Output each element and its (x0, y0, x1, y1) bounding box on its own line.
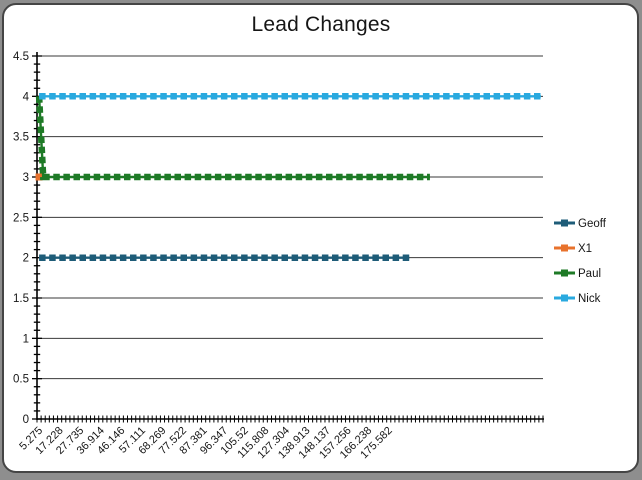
legend-label: X1 (578, 243, 592, 255)
y-tick-label: 4 (23, 91, 30, 103)
legend-label: Nick (578, 293, 601, 305)
series-dashes-paul (35, 96, 430, 181)
y-tick-label: 2 (23, 253, 29, 265)
legend-item-geoff: Geoff (554, 218, 607, 230)
y-tick-label: 3.5 (13, 132, 29, 144)
legend-item-paul: Paul (554, 268, 601, 280)
legend-marker-icon (561, 244, 568, 252)
legend-label: Paul (578, 268, 601, 280)
chart-title: Lead Changes (251, 13, 391, 36)
legend-marker-icon (561, 294, 568, 302)
series-marker-x1 (35, 173, 43, 181)
y-tick-label: 0 (23, 414, 29, 426)
y-tick-label: 0.5 (13, 374, 29, 386)
legend-item-x1: X1 (554, 243, 592, 255)
legend-label: Geoff (578, 218, 607, 230)
y-tick-label: 2.5 (13, 212, 29, 224)
legend-marker-icon (561, 269, 568, 277)
legend-marker-icon (561, 219, 568, 227)
legend-item-nick: Nick (554, 293, 601, 305)
y-tick-label: 4.5 (13, 51, 29, 63)
y-tick-label: 1 (23, 333, 29, 345)
chart-surface (2, 3, 639, 473)
y-tick-label: 1.5 (13, 293, 29, 305)
y-tick-label: 3 (23, 172, 29, 184)
